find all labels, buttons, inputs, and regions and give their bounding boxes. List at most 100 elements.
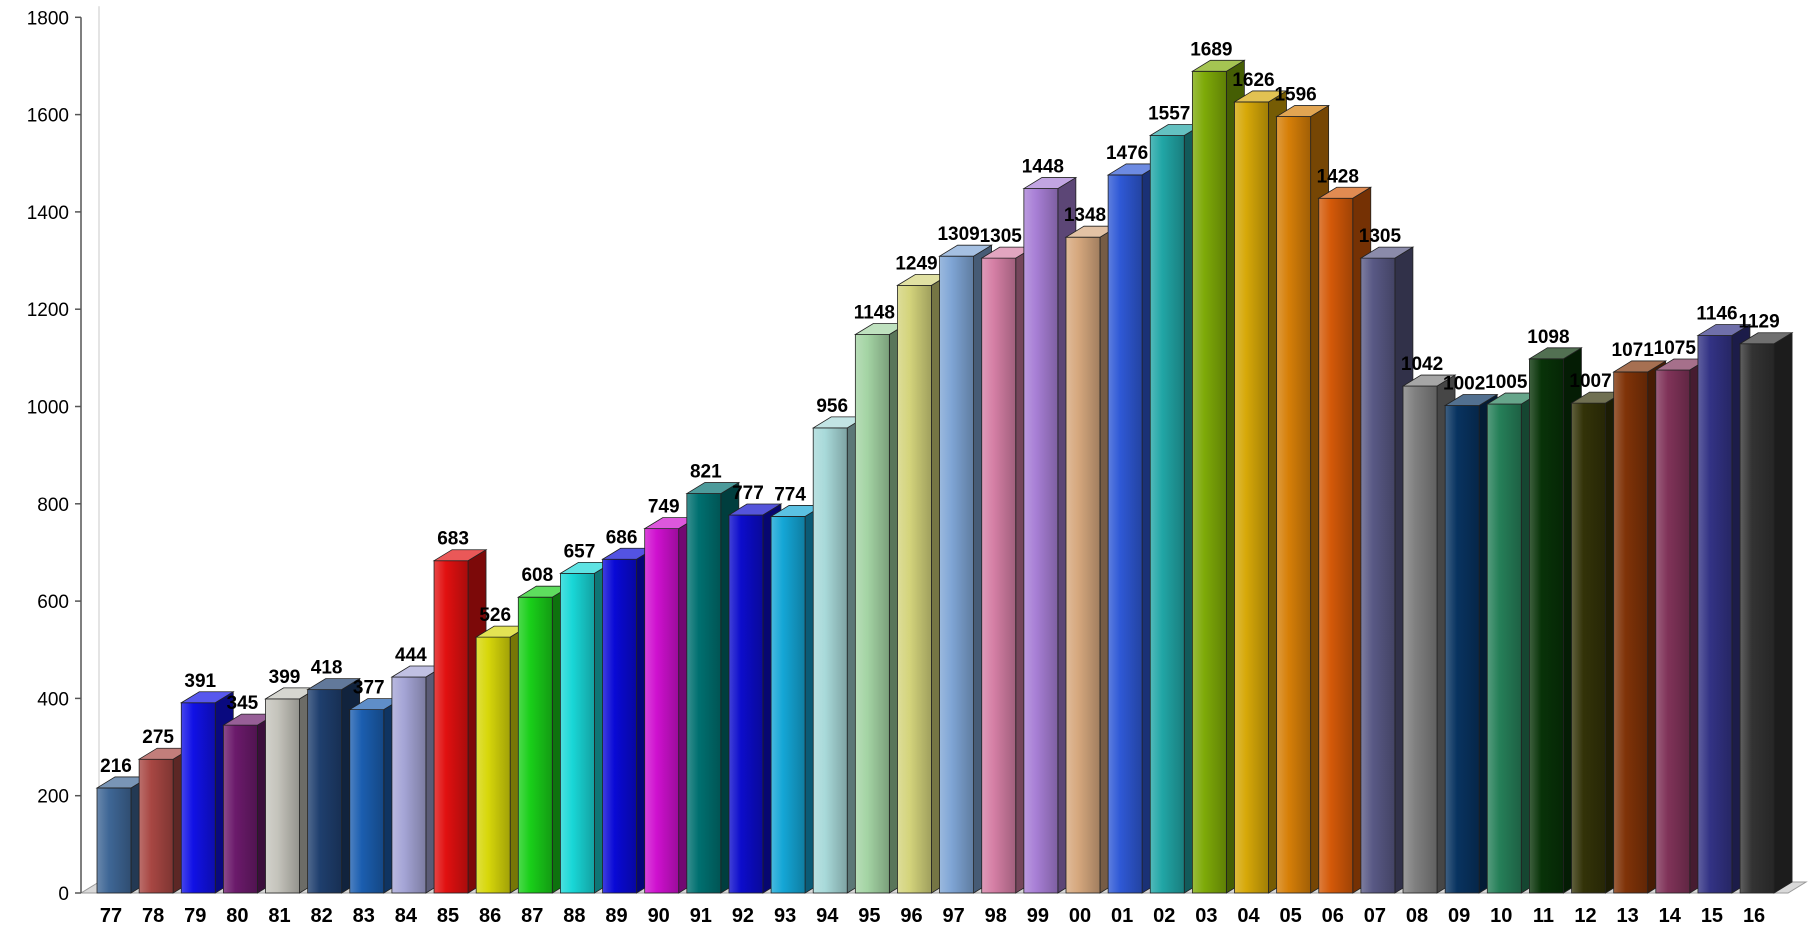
bar-top [1022, 177, 1078, 189]
x-tick-label: 12 [1574, 905, 1596, 927]
data-label: 275 [142, 727, 174, 748]
bar-top [1317, 186, 1373, 199]
x-tick-label: 82 [311, 905, 333, 927]
data-label: 1305 [980, 226, 1023, 247]
data-label: 345 [227, 693, 259, 714]
x-tick-label: 84 [395, 905, 418, 927]
bar [1190, 59, 1246, 894]
y-tick-label: 400 [37, 689, 69, 710]
x-tick-label: 06 [1322, 905, 1344, 927]
bar-front [265, 698, 300, 894]
x-tick-label: 07 [1364, 905, 1386, 927]
bar-front [475, 636, 511, 894]
bar-front [812, 427, 848, 894]
x-axis: 77 78 79 80 81 82 83 84 85 86 87 88 89 90 91 92 93 94 95 96… [100, 905, 1765, 927]
bar-front [1360, 257, 1396, 894]
x-tick-label: 81 [268, 905, 290, 927]
y-tick-label: 600 [37, 592, 69, 613]
bar-front [1149, 135, 1185, 894]
data-label: 1148 [854, 302, 895, 323]
bar-top [1527, 347, 1583, 360]
bar-top [1401, 374, 1457, 387]
x-tick-label: 77 [100, 905, 122, 927]
x-tick-label: 11 [1533, 905, 1554, 927]
x-tick-label: 89 [605, 905, 627, 927]
data-label: 1146 [1696, 303, 1737, 324]
bar-front [1276, 116, 1312, 894]
x-tick-label: 03 [1195, 905, 1217, 927]
bar-side [1773, 332, 1793, 894]
bar-front [1655, 369, 1691, 894]
x-tick-label: 10 [1490, 905, 1512, 927]
bar-top [685, 482, 741, 494]
data-label: 956 [816, 396, 848, 417]
data-label: 526 [479, 605, 511, 626]
data-label: 1005 [1485, 372, 1528, 393]
bar-front [1107, 174, 1143, 894]
x-tick-label: 93 [774, 905, 796, 927]
bar-front [1065, 236, 1101, 894]
x-tick-label: 80 [226, 905, 248, 927]
bar-top [1696, 324, 1752, 336]
y-tick-label: 1600 [27, 106, 69, 127]
bar-front [1486, 403, 1522, 894]
bar-front [1318, 197, 1354, 894]
x-tick-label: 83 [353, 905, 375, 927]
bar-front [96, 787, 132, 894]
bar-front [854, 334, 890, 894]
bar-front [1191, 70, 1227, 894]
bar-top [1190, 59, 1246, 72]
y-tick-label: 1800 [27, 8, 69, 29]
data-label: 774 [774, 484, 806, 505]
y-tick-label: 1200 [27, 300, 69, 321]
bar-front [517, 596, 553, 894]
x-tick-label: 94 [816, 905, 839, 927]
data-label: 1002 [1443, 374, 1485, 395]
bar-front [1023, 188, 1059, 894]
bar-front [644, 528, 680, 894]
x-tick-label: 78 [142, 905, 164, 927]
data-label: 821 [690, 462, 722, 483]
data-label: 1305 [1359, 226, 1402, 247]
x-tick-label: 95 [858, 905, 880, 927]
data-label: 1071 [1612, 340, 1655, 361]
x-tick-label: 90 [648, 905, 670, 927]
y-tick-label: 0 [58, 884, 69, 905]
data-label: 1557 [1148, 104, 1190, 125]
y-tick-label: 1000 [27, 398, 69, 419]
x-tick-label: 79 [184, 905, 206, 927]
x-tick-label: 92 [732, 905, 754, 927]
x-tick-label: 15 [1701, 905, 1723, 927]
x-tick-label: 98 [985, 905, 1007, 927]
bar-front [222, 724, 258, 894]
bar-front [602, 558, 637, 894]
data-label: 1129 [1738, 312, 1779, 333]
bar-front [686, 493, 722, 894]
data-label: 1249 [895, 253, 937, 274]
data-label: 399 [269, 667, 301, 688]
bar-front [1402, 385, 1438, 894]
bar-front [391, 676, 427, 894]
bar-front [307, 689, 343, 894]
data-label: 391 [184, 671, 216, 692]
bars [95, 59, 1794, 894]
x-tick-label: 16 [1743, 905, 1765, 927]
data-label: 1075 [1654, 338, 1697, 359]
data-label: 683 [437, 529, 469, 550]
y-tick-label: 800 [37, 495, 69, 516]
bar [221, 713, 277, 894]
bar-top [727, 503, 783, 516]
data-label: 1626 [1232, 70, 1274, 91]
bar-top [938, 244, 994, 257]
bar-top [1443, 394, 1499, 406]
bar-top [432, 549, 488, 562]
x-tick-label: 85 [437, 905, 459, 927]
bar-top [1612, 360, 1668, 373]
bar-front [728, 514, 764, 894]
bar-front [981, 257, 1017, 894]
x-tick-label: 00 [1069, 905, 1091, 927]
bar-front [1234, 101, 1269, 894]
x-tick-label: 04 [1237, 905, 1260, 927]
data-label: 1348 [1064, 205, 1106, 226]
data-label: 749 [648, 497, 680, 518]
